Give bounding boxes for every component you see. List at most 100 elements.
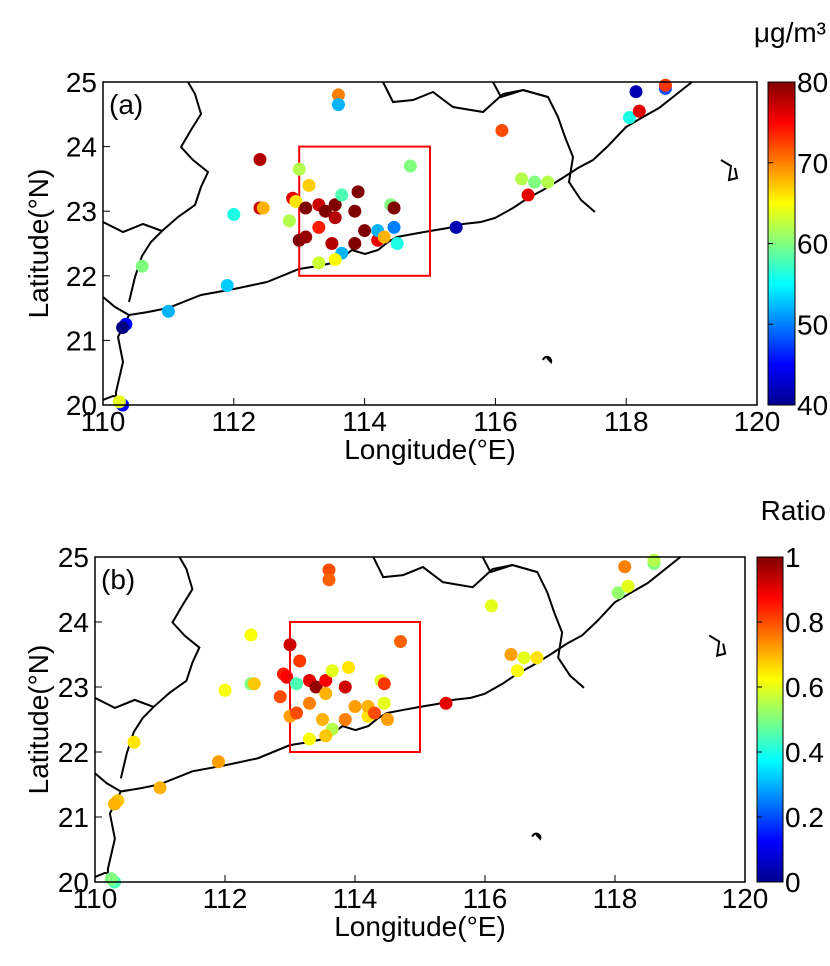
station-point (108, 797, 121, 811)
station-point (348, 237, 362, 250)
station-point (338, 680, 352, 694)
station-point (511, 664, 524, 678)
station-point (618, 560, 632, 574)
station-point (328, 198, 342, 212)
station-point (280, 670, 294, 684)
station-point (611, 586, 625, 600)
station-point (439, 696, 453, 710)
station-point (335, 188, 349, 202)
station-point (127, 735, 141, 749)
x-tick-label: 120 (722, 883, 769, 914)
colorbar-label: Ratio (761, 495, 826, 526)
y-axis-label: Latitude(°N) (23, 169, 54, 319)
station-point (299, 201, 313, 215)
station-point (299, 230, 313, 244)
x-tick-label: 110 (81, 406, 126, 437)
station-point (351, 185, 365, 199)
station-point (322, 563, 336, 577)
station-point (621, 579, 635, 593)
station-point (328, 211, 342, 225)
station-point (220, 278, 234, 292)
x-tick-label: 120 (734, 406, 781, 437)
station-point (328, 253, 342, 267)
panel-title: (a) (109, 89, 143, 120)
colorbar-label: μg/m³ (754, 17, 826, 48)
colorbar (756, 556, 784, 883)
station-point (282, 214, 296, 228)
station-point (303, 732, 316, 746)
y-tick-label: 21 (58, 802, 89, 833)
station-point (368, 706, 381, 720)
station-point (116, 320, 130, 334)
station-point (342, 661, 355, 674)
station-point (348, 700, 362, 713)
station-point (394, 635, 407, 648)
station-point (316, 713, 329, 726)
station-point (244, 628, 258, 642)
x-tick-label: 118 (593, 883, 638, 914)
station-point (153, 781, 167, 795)
station-point (319, 687, 333, 700)
station-point (218, 683, 232, 697)
station-point (632, 104, 646, 118)
x-tick-label: 112 (211, 406, 256, 437)
station-point (331, 98, 345, 112)
station-point (331, 88, 345, 102)
x-tick-label: 116 (463, 883, 508, 914)
y-tick-label: 23 (58, 672, 89, 703)
station-point (325, 237, 339, 250)
station-point (485, 599, 498, 613)
station-point (390, 237, 404, 250)
station-point (658, 78, 672, 92)
x-tick-label: 114 (342, 406, 387, 437)
station-point (387, 201, 401, 215)
colorbar-tick-label: 80 (797, 67, 828, 98)
station-point (273, 690, 287, 704)
station-point (541, 175, 555, 189)
x-tick-label: 110 (73, 883, 118, 914)
y-tick-label: 22 (58, 737, 89, 768)
station-point (319, 729, 333, 743)
station-point (227, 207, 241, 221)
y-tick-label: 25 (66, 67, 97, 98)
station-point (303, 696, 316, 710)
station-point (293, 654, 307, 668)
station-point (312, 220, 326, 234)
x-tick-label: 112 (203, 883, 248, 914)
colorbar-tick-label: 0.6 (785, 672, 824, 703)
y-tick-label: 20 (66, 390, 97, 421)
y-tick-label: 22 (66, 261, 97, 292)
station-point (528, 175, 542, 189)
x-tick-label: 118 (604, 406, 649, 437)
station-point (212, 755, 225, 769)
station-point (381, 713, 394, 726)
station-point (504, 648, 518, 661)
station-point (290, 677, 303, 691)
colorbar-tick-label: 50 (797, 309, 828, 340)
region-box (298, 145, 432, 277)
station-point (253, 153, 267, 167)
colorbar-tick-label: 1 (785, 542, 801, 573)
colorbar-tick-label: 0.8 (785, 607, 824, 638)
colorbar-tick-label: 40 (797, 390, 828, 421)
station-point (319, 674, 333, 687)
station-point (377, 677, 391, 691)
station-point (387, 220, 401, 234)
station-point (647, 553, 661, 567)
station-point (302, 178, 316, 192)
station-point (403, 159, 417, 173)
y-tick-label: 25 (58, 542, 89, 573)
station-point (256, 201, 270, 215)
station-point (325, 664, 339, 678)
station-point (348, 204, 362, 218)
station-point (289, 195, 303, 209)
colorbar-tick-label: 60 (797, 229, 828, 260)
y-tick-label: 24 (66, 132, 97, 163)
colorbar-tick-label: 0 (785, 867, 801, 898)
station-point (290, 706, 303, 720)
colorbar-tick-label: 0.4 (785, 737, 824, 768)
station-point (622, 111, 636, 125)
station-point (312, 256, 326, 270)
station-point (629, 85, 643, 99)
